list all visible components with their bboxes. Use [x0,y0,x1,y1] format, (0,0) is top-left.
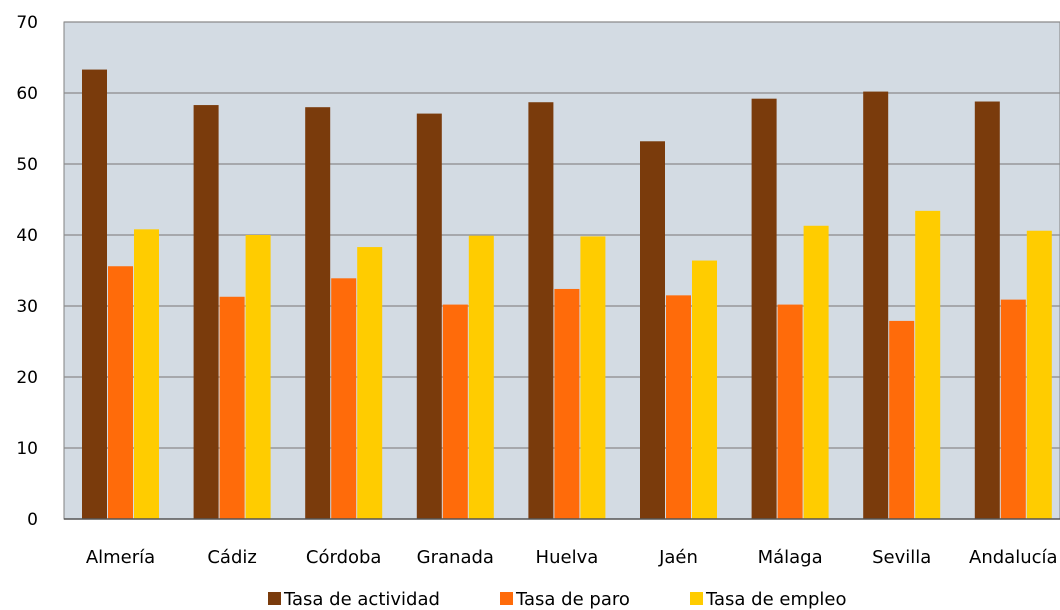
bar-paro [666,295,691,519]
bar-paro [777,304,803,519]
bar-empleo [1026,230,1052,520]
x-category-label: Andalucía [969,547,1058,568]
x-category-label: Huelva [536,547,599,568]
bar-paro [108,266,133,519]
bar-actividad [305,107,331,519]
bar-actividad [974,101,1000,520]
bar-empleo [580,236,606,520]
bars [82,69,1052,520]
bar-paro [331,278,357,519]
x-category-label: Jaén [658,547,698,568]
bar-actividad [82,69,107,519]
bar-actividad [416,113,442,519]
bar-empleo [468,235,494,519]
bar-paro [219,296,245,519]
y-tick-label: 20 [16,368,38,388]
x-category-label: Sevilla [872,547,931,568]
y-tick-label: 50 [16,155,38,175]
legend-swatch [268,592,281,605]
x-axis-categories: Almería Cádiz Córdoba Granada Huelva Jaén Mála… [86,547,1058,568]
bar-empleo [134,229,159,519]
x-category-label: Cádiz [207,547,256,568]
bar-paro [554,288,580,519]
y-tick-label: 10 [16,439,38,459]
bar-paro [1000,299,1026,519]
bar-actividad [193,105,219,519]
legend-swatch [690,592,703,605]
bar-empleo [692,260,717,519]
bar-actividad [528,102,554,519]
x-category-label: Granada [417,547,494,568]
bar-paro [442,304,468,519]
legend-label: Tasa de actividad [283,589,440,610]
x-category-label: Córdoba [306,547,382,568]
y-tick-label: 30 [16,297,38,317]
legend-label: Tasa de empleo [705,589,847,610]
legend-swatch [500,592,513,605]
bar-empleo [357,247,383,519]
bar-empleo [915,210,941,520]
legend: Tasa de actividad Tasa de paro Tasa de emp… [268,589,847,610]
x-category-label: Málaga [758,547,823,568]
bar-empleo [245,235,271,519]
y-tick-label: 70 [16,13,38,33]
bar-actividad [751,98,777,520]
bar-paro [889,320,915,519]
x-category-label: Almería [86,547,155,568]
bar-actividad [863,91,889,519]
bar-empleo [803,225,829,519]
y-tick-label: 60 [16,84,38,104]
bar-actividad [640,141,665,519]
y-tick-label: 0 [27,510,38,530]
y-axis-ticks: 0 10 20 30 40 50 60 70 [16,13,38,530]
legend-label: Tasa de paro [515,589,630,610]
y-tick-label: 40 [16,226,38,246]
